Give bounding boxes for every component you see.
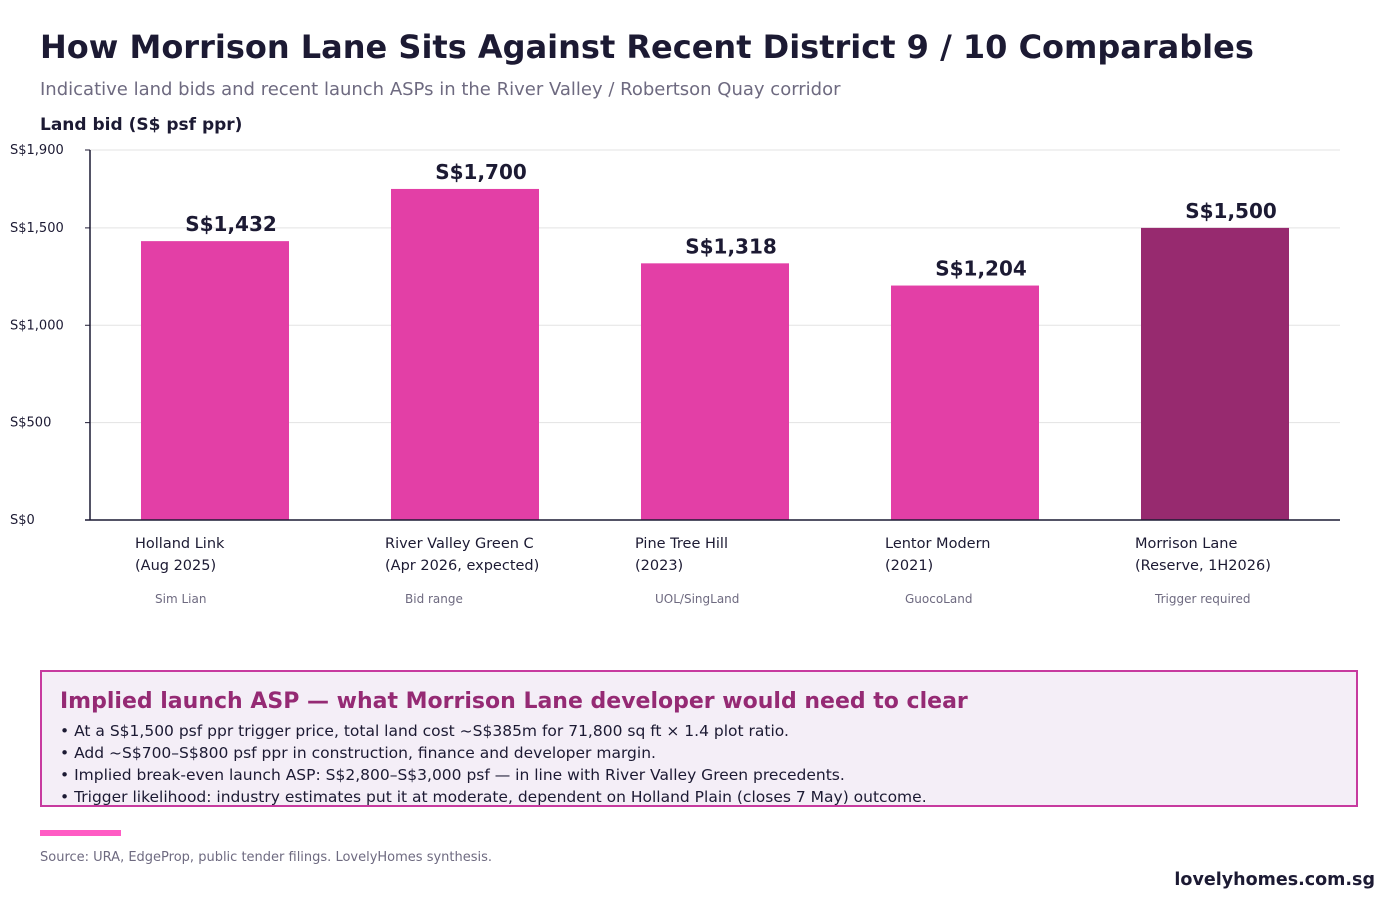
accent-line <box>40 830 121 836</box>
y-tick-label: S$0 <box>10 513 35 528</box>
category-label-sub: (Reserve, 1H2026) <box>1135 558 1271 574</box>
category-label: Lentor Modern <box>885 536 990 552</box>
callout-list: At a S$1,500 psf ppr trigger price, tota… <box>60 720 1338 808</box>
category-note: Trigger required <box>1154 592 1250 606</box>
source-note: Source: URA, EdgeProp, public tender fil… <box>40 850 493 865</box>
bar-value-label: S$1,432 <box>185 212 277 236</box>
callout-item: Add ~S$700–S$800 psf ppr in construction… <box>60 742 1338 764</box>
category-label-sub: (2023) <box>635 558 683 574</box>
bar-value-label: S$1,700 <box>435 160 527 184</box>
bar <box>641 263 789 520</box>
callout-title: Implied launch ASP — what Morrison Lane … <box>60 689 968 714</box>
bar-value-label: S$1,204 <box>935 257 1027 281</box>
category-label: River Valley Green C <box>385 536 534 552</box>
y-axis-ticks: S$0 S$500 S$1,000 S$1,500 S$1,900 <box>10 143 90 528</box>
bar <box>891 285 1039 520</box>
category-label: Morrison Lane <box>1135 536 1237 552</box>
category-note: Sim Lian <box>155 592 206 606</box>
category-label-sub: (Aug 2025) <box>135 558 216 574</box>
category-label: Pine Tree Hill <box>635 536 728 552</box>
y-tick-label: S$1,000 <box>10 318 64 333</box>
value-labels: S$1,432 S$1,700 S$1,318 S$1,204 S$1,500 <box>185 160 1277 281</box>
category-note: Bid range <box>405 592 463 606</box>
bar-value-label: S$1,318 <box>685 234 777 258</box>
category-note: UOL/SingLand <box>655 592 739 606</box>
category-note: GuocoLand <box>905 592 972 606</box>
y-tick-label: S$1,900 <box>10 143 64 158</box>
bar <box>141 241 289 520</box>
category-label-sub: (Apr 2026, expected) <box>385 558 539 574</box>
axes <box>85 150 1340 521</box>
bars <box>141 188 1289 521</box>
implied-asp-callout: Implied launch ASP — what Morrison Lane … <box>40 670 1358 807</box>
brand-url: lovelyhomes.com.sg <box>1174 870 1375 890</box>
bar <box>391 188 539 520</box>
y-tick-label: S$500 <box>10 416 51 431</box>
bar-value-label: S$1,500 <box>1185 199 1277 223</box>
chart-subtitle: Indicative land bids and recent launch A… <box>40 79 841 100</box>
chart-title: How Morrison Lane Sits Against Recent Di… <box>40 28 1254 66</box>
bar <box>1141 227 1289 521</box>
y-tick-label: S$1,500 <box>10 221 64 236</box>
category-label-sub: (2021) <box>885 558 933 574</box>
callout-item: Implied break-even launch ASP: S$2,800–S… <box>60 764 1338 786</box>
callout-item: At a S$1,500 psf ppr trigger price, tota… <box>60 720 1338 742</box>
category-label: Holland Link <box>135 536 225 552</box>
callout-item: Trigger likelihood: industry estimates p… <box>60 786 1338 808</box>
category-labels: Holland Link (Aug 2025) Sim Lian River Vall… <box>135 536 1271 606</box>
y-axis-label: Land bid (S$ psf ppr) <box>40 115 243 135</box>
